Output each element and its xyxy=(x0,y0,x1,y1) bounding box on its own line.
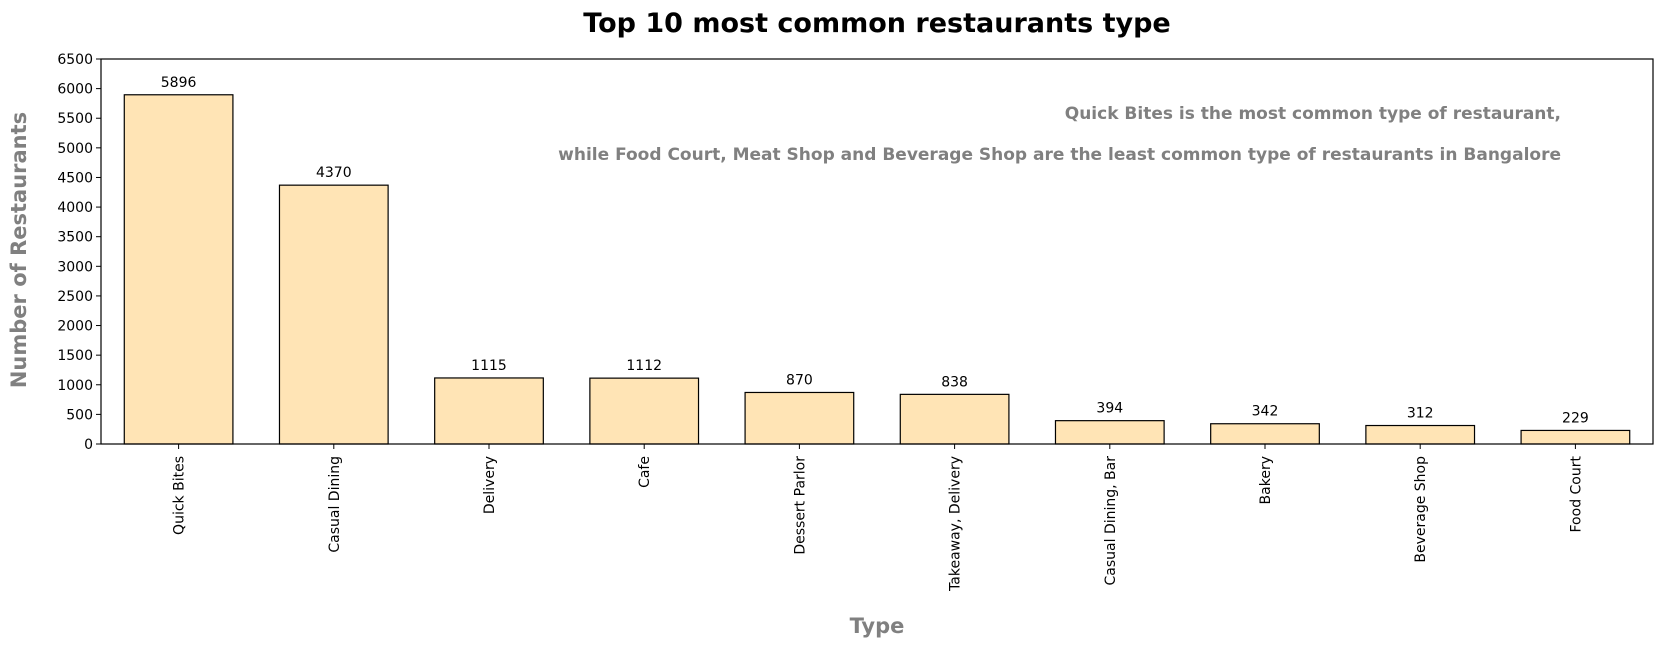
bar-value-label: 1112 xyxy=(626,358,662,374)
bar-value-label: 229 xyxy=(1562,410,1589,426)
x-tick-label: Casual Dining, Bar xyxy=(1103,456,1119,586)
x-tick-label: Delivery xyxy=(482,456,498,514)
y-axis-title: Number of Restaurants xyxy=(7,112,31,388)
y-tick-label: 4500 xyxy=(57,170,93,186)
y-tick-label: 2000 xyxy=(57,319,93,335)
y-tick-label: 0 xyxy=(84,437,93,453)
bar-value-label: 4370 xyxy=(316,165,352,181)
chart-title: Top 10 most common restaurants type xyxy=(583,8,1170,39)
bar xyxy=(744,391,855,445)
bar xyxy=(1054,420,1165,445)
bar-value-label: 838 xyxy=(941,374,968,390)
x-tick-label: Food Court xyxy=(1568,455,1584,532)
bar-value-label: 394 xyxy=(1096,401,1123,417)
x-tick-label: Casual Dining xyxy=(327,456,343,553)
x-axis-ticks: Quick Bites Casual Dining Delivery Cafe Dess… xyxy=(172,444,1584,592)
data-labels-layer: 5896 4370 1115 1112 870 838 394 342 312 229 xyxy=(161,75,1589,427)
y-tick-label: 5000 xyxy=(57,141,93,157)
bar-value-label: 1115 xyxy=(471,358,507,374)
y-tick-label: 500 xyxy=(66,407,93,423)
annotation-line-2: while Food Court, Meat Shop and Beverage… xyxy=(558,145,1561,165)
bar xyxy=(1365,424,1476,445)
x-tick-label: Bakery xyxy=(1258,456,1274,504)
y-tick-label: 2500 xyxy=(57,289,93,305)
y-tick-label: 6500 xyxy=(57,52,93,68)
x-tick-label: Quick Bites xyxy=(172,456,188,535)
y-tick-label: 1000 xyxy=(57,378,93,394)
bar xyxy=(123,94,234,445)
x-tick-label: Beverage Shop xyxy=(1413,456,1429,563)
bar-value-label: 312 xyxy=(1407,406,1434,422)
bar xyxy=(589,377,700,445)
bar xyxy=(899,393,1010,445)
y-tick-label: 6000 xyxy=(57,82,93,98)
y-axis-ticks: 0 500 1000 1500 2000 2500 3000 3500 4000 4500 5000… xyxy=(57,52,101,453)
x-tick-label: Dessert Parlor xyxy=(792,456,808,555)
y-tick-label: 1500 xyxy=(57,348,93,364)
bar xyxy=(1520,429,1631,445)
y-tick-label: 3000 xyxy=(57,259,93,275)
bar-value-label: 5896 xyxy=(161,75,197,91)
bars-layer xyxy=(123,94,1631,445)
y-tick-label: 5500 xyxy=(57,111,93,127)
plot-area-frame xyxy=(100,58,1654,445)
bar-value-label: 870 xyxy=(786,372,813,388)
bar xyxy=(278,184,389,445)
x-axis-title: Type xyxy=(850,614,905,638)
bar xyxy=(1210,423,1320,445)
bar xyxy=(434,377,544,445)
bar-value-label: 342 xyxy=(1252,404,1279,420)
x-tick-label: Takeaway, Delivery xyxy=(948,456,964,592)
x-tick-label: Cafe xyxy=(637,456,653,488)
annotation-line-1: Quick Bites is the most common type of r… xyxy=(1065,104,1561,124)
y-tick-label: 4000 xyxy=(57,200,93,216)
y-tick-label: 3500 xyxy=(57,230,93,246)
